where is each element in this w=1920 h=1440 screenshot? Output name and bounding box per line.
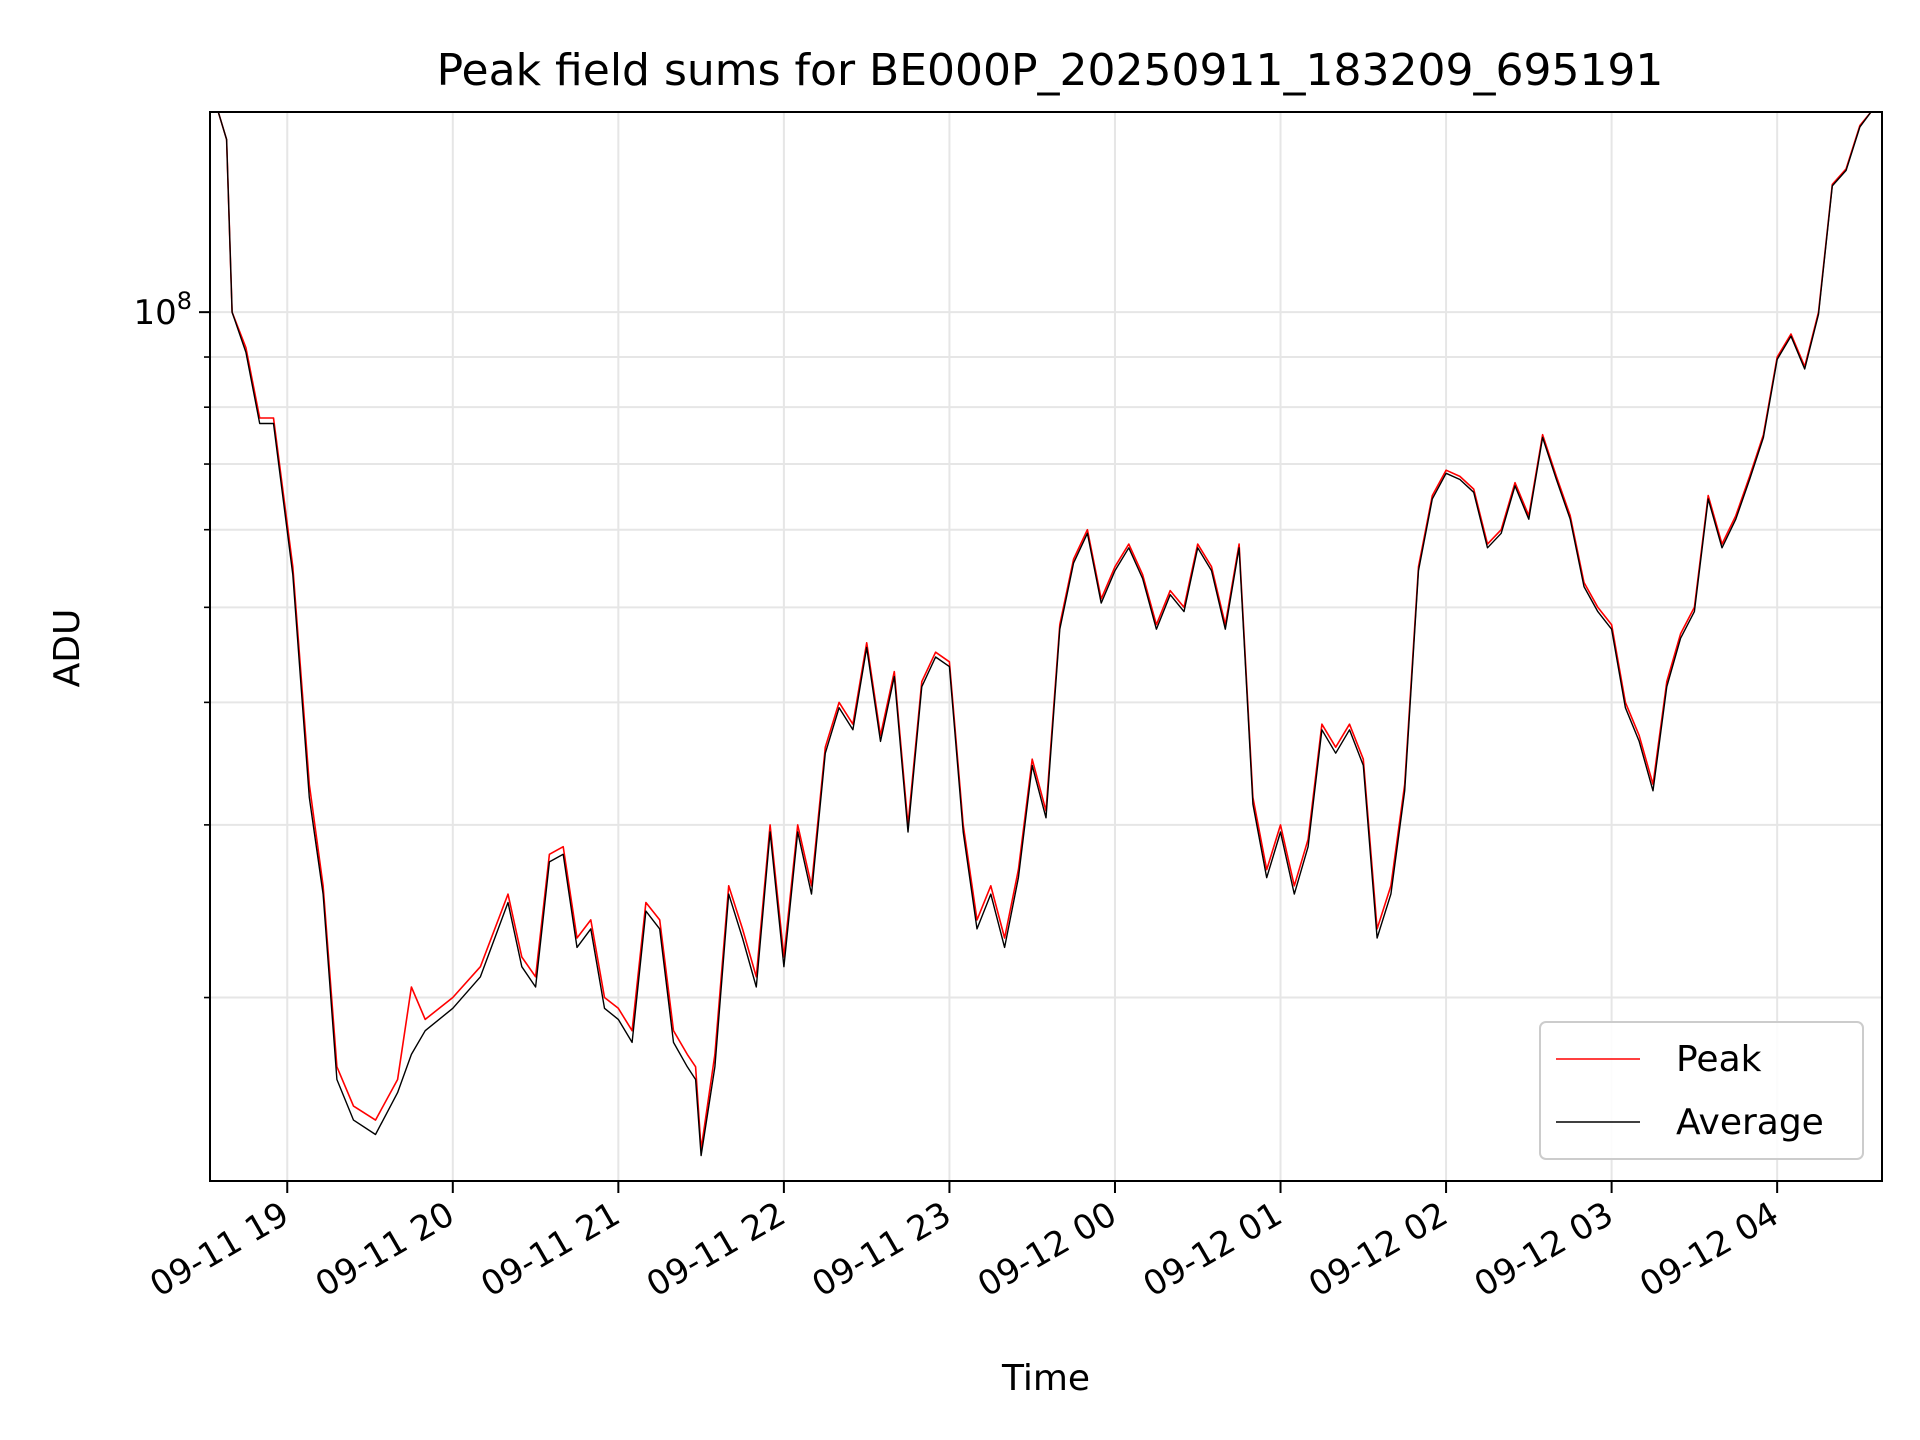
plot-frame	[209, 111, 1883, 1182]
series-line-average	[217, 112, 1872, 1157]
plot-area	[210, 112, 1882, 1181]
y-axis-ticks: 108	[133, 287, 210, 999]
legend-box	[1539, 1021, 1864, 1160]
y-axis-label: ADU	[47, 609, 88, 688]
series-layer	[217, 112, 1872, 1157]
y-tick-label: 108	[133, 287, 192, 333]
legend: Peak Average	[1539, 1021, 1864, 1160]
x-axis-label: Time	[1001, 1358, 1090, 1399]
chart-title: Peak field sums for BE000P_20250911_1832…	[437, 45, 1664, 96]
grid	[210, 112, 1882, 1181]
legend-label-peak: Peak	[1676, 1039, 1762, 1080]
series-line-peak	[217, 112, 1872, 1151]
legend-label-average: Average	[1676, 1102, 1824, 1143]
